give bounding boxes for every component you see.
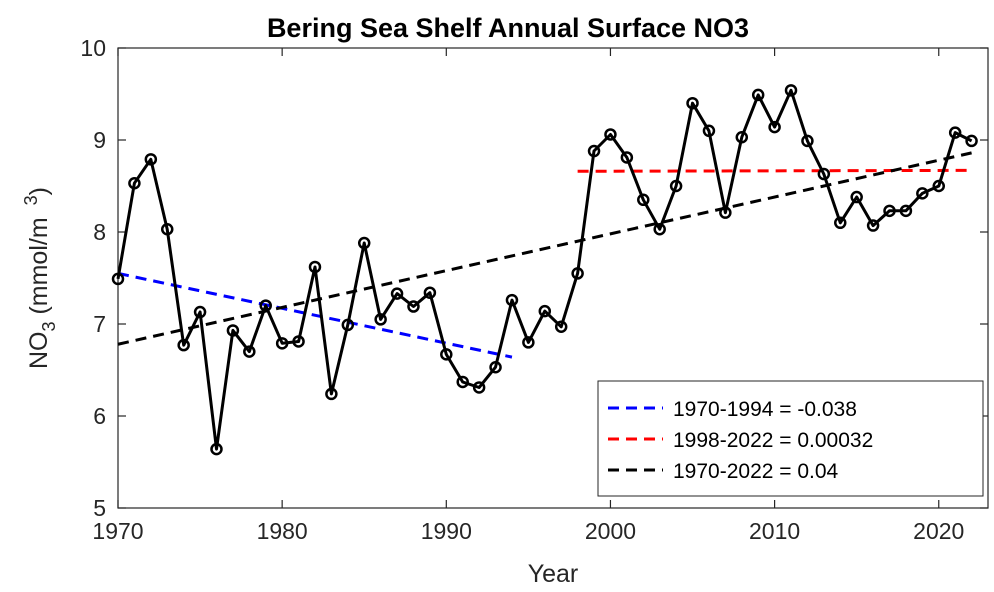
data-point — [669, 179, 683, 193]
y-label-superscript: 3 — [21, 195, 41, 205]
legend-label: 1970-1994 = -0.038 — [673, 398, 857, 421]
x-tick-label: 2020 — [913, 518, 964, 544]
data-point — [325, 387, 338, 401]
y-tick-label: 6 — [93, 403, 106, 429]
data-point — [735, 130, 749, 144]
trend-lines — [117, 151, 972, 359]
data-point — [899, 204, 913, 218]
data-point — [259, 299, 272, 312]
x-tick-label: 1990 — [421, 518, 472, 544]
svg-text:NO3 (mmol/m3): NO3 (mmol/m3) — [21, 187, 59, 369]
data-point — [505, 293, 519, 307]
data-point — [850, 190, 863, 204]
x-tick-label: 1980 — [257, 518, 308, 544]
data-point — [456, 375, 469, 389]
data-point — [784, 84, 798, 97]
data-point — [719, 206, 732, 219]
data-point — [916, 187, 929, 200]
y-label-base: NO — [25, 332, 53, 370]
data-point — [751, 88, 765, 102]
data-point — [965, 134, 978, 148]
data-point — [489, 360, 502, 374]
legend-label: 1970-2022 = 0.04 — [673, 460, 839, 483]
x-tick-label: 1970 — [92, 518, 143, 544]
data-point — [210, 442, 223, 456]
data-point — [932, 179, 946, 193]
data-point — [637, 193, 650, 207]
series-line — [116, 88, 973, 451]
y-label-close: ) — [25, 187, 53, 195]
legend-label: 1998-2022 = 0.00032 — [673, 429, 873, 452]
trend-line — [117, 151, 972, 346]
data-point — [292, 335, 305, 348]
data-point — [653, 222, 666, 236]
data-point — [160, 222, 174, 236]
data-point — [357, 236, 371, 250]
x-tick-label: 2010 — [749, 518, 800, 544]
chart-title: Bering Sea Shelf Annual Surface NO3 — [267, 13, 749, 43]
data-point — [275, 337, 289, 350]
data-point — [686, 96, 699, 110]
data-point — [390, 287, 404, 300]
y-label-subscript: 3 — [39, 321, 59, 331]
y-tick-label: 9 — [93, 127, 106, 153]
data-point — [883, 204, 896, 218]
data-point — [111, 272, 125, 286]
data-point — [243, 345, 256, 358]
trend-line — [117, 271, 513, 359]
y-axis-label: NO3 (mmol/m3) — [21, 187, 59, 369]
data-point — [587, 144, 601, 158]
y-tick-label: 7 — [93, 311, 106, 337]
data-point — [193, 305, 207, 319]
x-axis-label: Year — [528, 560, 579, 588]
data-point — [440, 348, 453, 361]
y-tick-label: 5 — [93, 495, 106, 521]
data-point — [554, 320, 568, 334]
data-point — [702, 124, 716, 138]
y-tick-label: 8 — [93, 219, 106, 245]
data-point — [817, 167, 831, 181]
data-point — [407, 300, 420, 313]
y-label-units: (mmol/m — [25, 217, 53, 321]
data-point — [226, 324, 240, 337]
data-point — [801, 134, 814, 148]
x-tick-label: 2000 — [585, 518, 636, 544]
data-point — [768, 120, 781, 134]
data-point — [128, 176, 141, 190]
data-point — [620, 151, 634, 164]
x-axis-ticks: 1970 1980 1990 2000 2010 2020 — [92, 48, 964, 544]
data-point — [341, 318, 355, 332]
data-point — [538, 304, 552, 318]
data-point — [834, 216, 847, 230]
data-point — [177, 338, 190, 352]
data-point — [472, 381, 486, 394]
legend: 1970-1994 = -0.038 1998-2022 = 0.00032 197… — [597, 380, 984, 497]
data-point — [374, 313, 387, 326]
data-point — [604, 128, 617, 141]
data-point — [308, 260, 322, 274]
y-axis-ticks: 5 6 7 8 9 10 — [80, 35, 988, 521]
data-series — [111, 84, 978, 456]
trend-line — [577, 168, 972, 173]
y-tick-label: 10 — [80, 35, 106, 61]
data-point — [522, 336, 535, 349]
data-point — [144, 153, 158, 166]
data-point — [866, 219, 880, 232]
data-point — [948, 126, 962, 139]
data-point — [571, 267, 584, 280]
data-point — [423, 286, 437, 299]
